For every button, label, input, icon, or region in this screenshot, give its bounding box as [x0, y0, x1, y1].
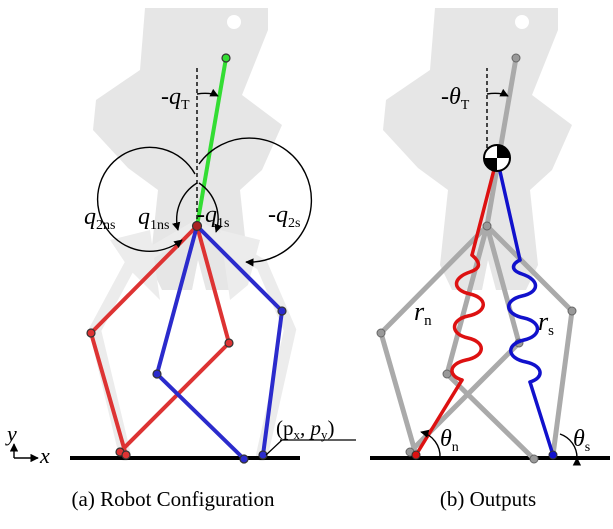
- label-theta-s: θs: [573, 426, 590, 455]
- coordinate-axes: [9, 443, 39, 463]
- theta-n-arc: [420, 429, 441, 459]
- label-q-2ns: q2ns: [84, 204, 115, 233]
- label-q-torso: -qT: [161, 84, 190, 113]
- center-of-mass-icon: [483, 144, 511, 172]
- foot-non-stance: [411, 450, 421, 460]
- robot-silhouette-b: [383, 8, 572, 290]
- angle-arcs-a: [96, 88, 313, 267]
- label-r-n: rn: [414, 297, 432, 329]
- virtual-leg-stance: [495, 156, 555, 457]
- label-axis-y: y: [5, 421, 17, 446]
- label-axis-x: x: [39, 443, 50, 468]
- foot-point-leader: [265, 439, 283, 456]
- joints-a: [86, 53, 287, 464]
- label-foot-point: (px, py): [276, 416, 335, 442]
- label-r-s: rs: [538, 307, 554, 339]
- panel-robot-configuration: -qT q2ns q1ns -q1s -q2s (px, py) y x (a)…: [5, 8, 356, 511]
- label-theta-n: θn: [440, 426, 459, 455]
- label-theta-torso: -θT: [441, 84, 470, 113]
- caption-a: (a) Robot Configuration: [72, 487, 275, 511]
- panel-outputs: -θT rn rs θn θs (b) Outputs: [370, 8, 610, 511]
- label-q-2s: -q2s: [268, 202, 300, 231]
- caption-b: (b) Outputs: [440, 487, 536, 511]
- theta-s-arc: [559, 433, 582, 466]
- torso-link: [195, 57, 228, 227]
- foot-stance: [548, 450, 558, 460]
- label-q-1s: -q1s: [197, 202, 229, 231]
- label-q-1ns: q1ns: [138, 204, 169, 233]
- virtual-leg-non-stance: [414, 156, 499, 457]
- theta-t-arc: [486, 88, 509, 97]
